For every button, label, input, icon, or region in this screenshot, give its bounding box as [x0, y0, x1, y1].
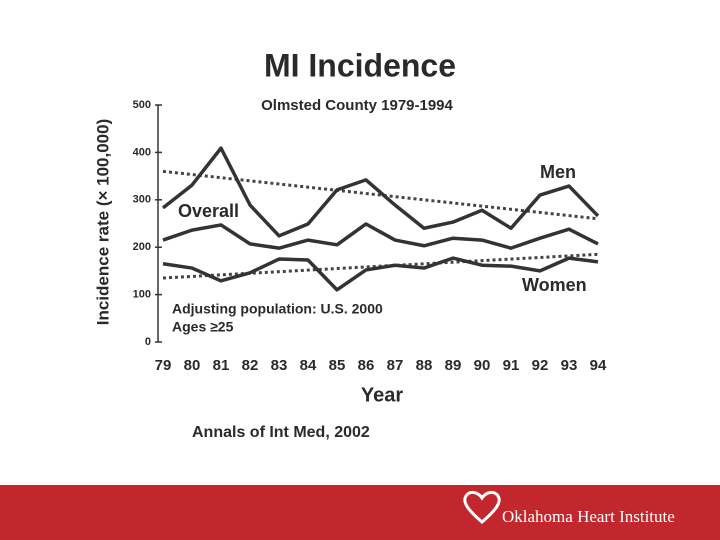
series-label: Men — [540, 162, 576, 182]
x-tick-label: 92 — [532, 357, 549, 374]
x-tick-label: 88 — [416, 357, 433, 374]
x-tick-label: 85 — [329, 357, 346, 374]
y-axis-label: Incidence rate (× 100,000) — [93, 119, 112, 325]
x-tick-label: 89 — [445, 357, 462, 374]
footer-text: Oklahoma Heart Institute — [502, 507, 675, 526]
x-tick-label: 94 — [590, 357, 607, 374]
series-label: Overall — [178, 201, 239, 221]
footer-band — [0, 485, 720, 540]
x-tick-label: 87 — [387, 357, 404, 374]
chart-title: MI Incidence — [264, 47, 456, 83]
y-tick-label: 200 — [133, 241, 151, 253]
series-line — [162, 222, 599, 250]
x-tick-label: 91 — [503, 357, 520, 374]
annotation: Ages ≥25 — [172, 319, 234, 335]
logo — [463, 490, 501, 524]
x-tick-label: 81 — [213, 357, 230, 374]
series-label: Women — [522, 275, 587, 295]
annotation: Adjusting population: U.S. 2000 — [172, 301, 383, 317]
x-axis-label: Year — [361, 384, 403, 406]
x-tick-label: 82 — [242, 357, 259, 374]
y-tick-label: 0 — [145, 336, 151, 348]
y-tick-label: 500 — [133, 99, 151, 111]
x-tick-label: 90 — [474, 357, 491, 374]
source: Annals of Int Med, 2002 — [192, 424, 370, 441]
series-line — [162, 256, 599, 292]
x-tick-label: 79 — [155, 357, 172, 374]
y-tick-label: 100 — [133, 289, 151, 301]
x-tick-label: 93 — [561, 357, 578, 374]
x-tick-label: 86 — [358, 357, 375, 374]
y-tick-label: 400 — [133, 146, 151, 158]
x-tick-label: 84 — [300, 357, 317, 374]
x-tick-label: 83 — [271, 357, 288, 374]
x-tick-label: 80 — [184, 357, 201, 374]
chart-subtitle: Olmsted County 1979-1994 — [261, 97, 453, 114]
series-line — [161, 146, 600, 238]
y-tick-label: 300 — [133, 194, 151, 206]
